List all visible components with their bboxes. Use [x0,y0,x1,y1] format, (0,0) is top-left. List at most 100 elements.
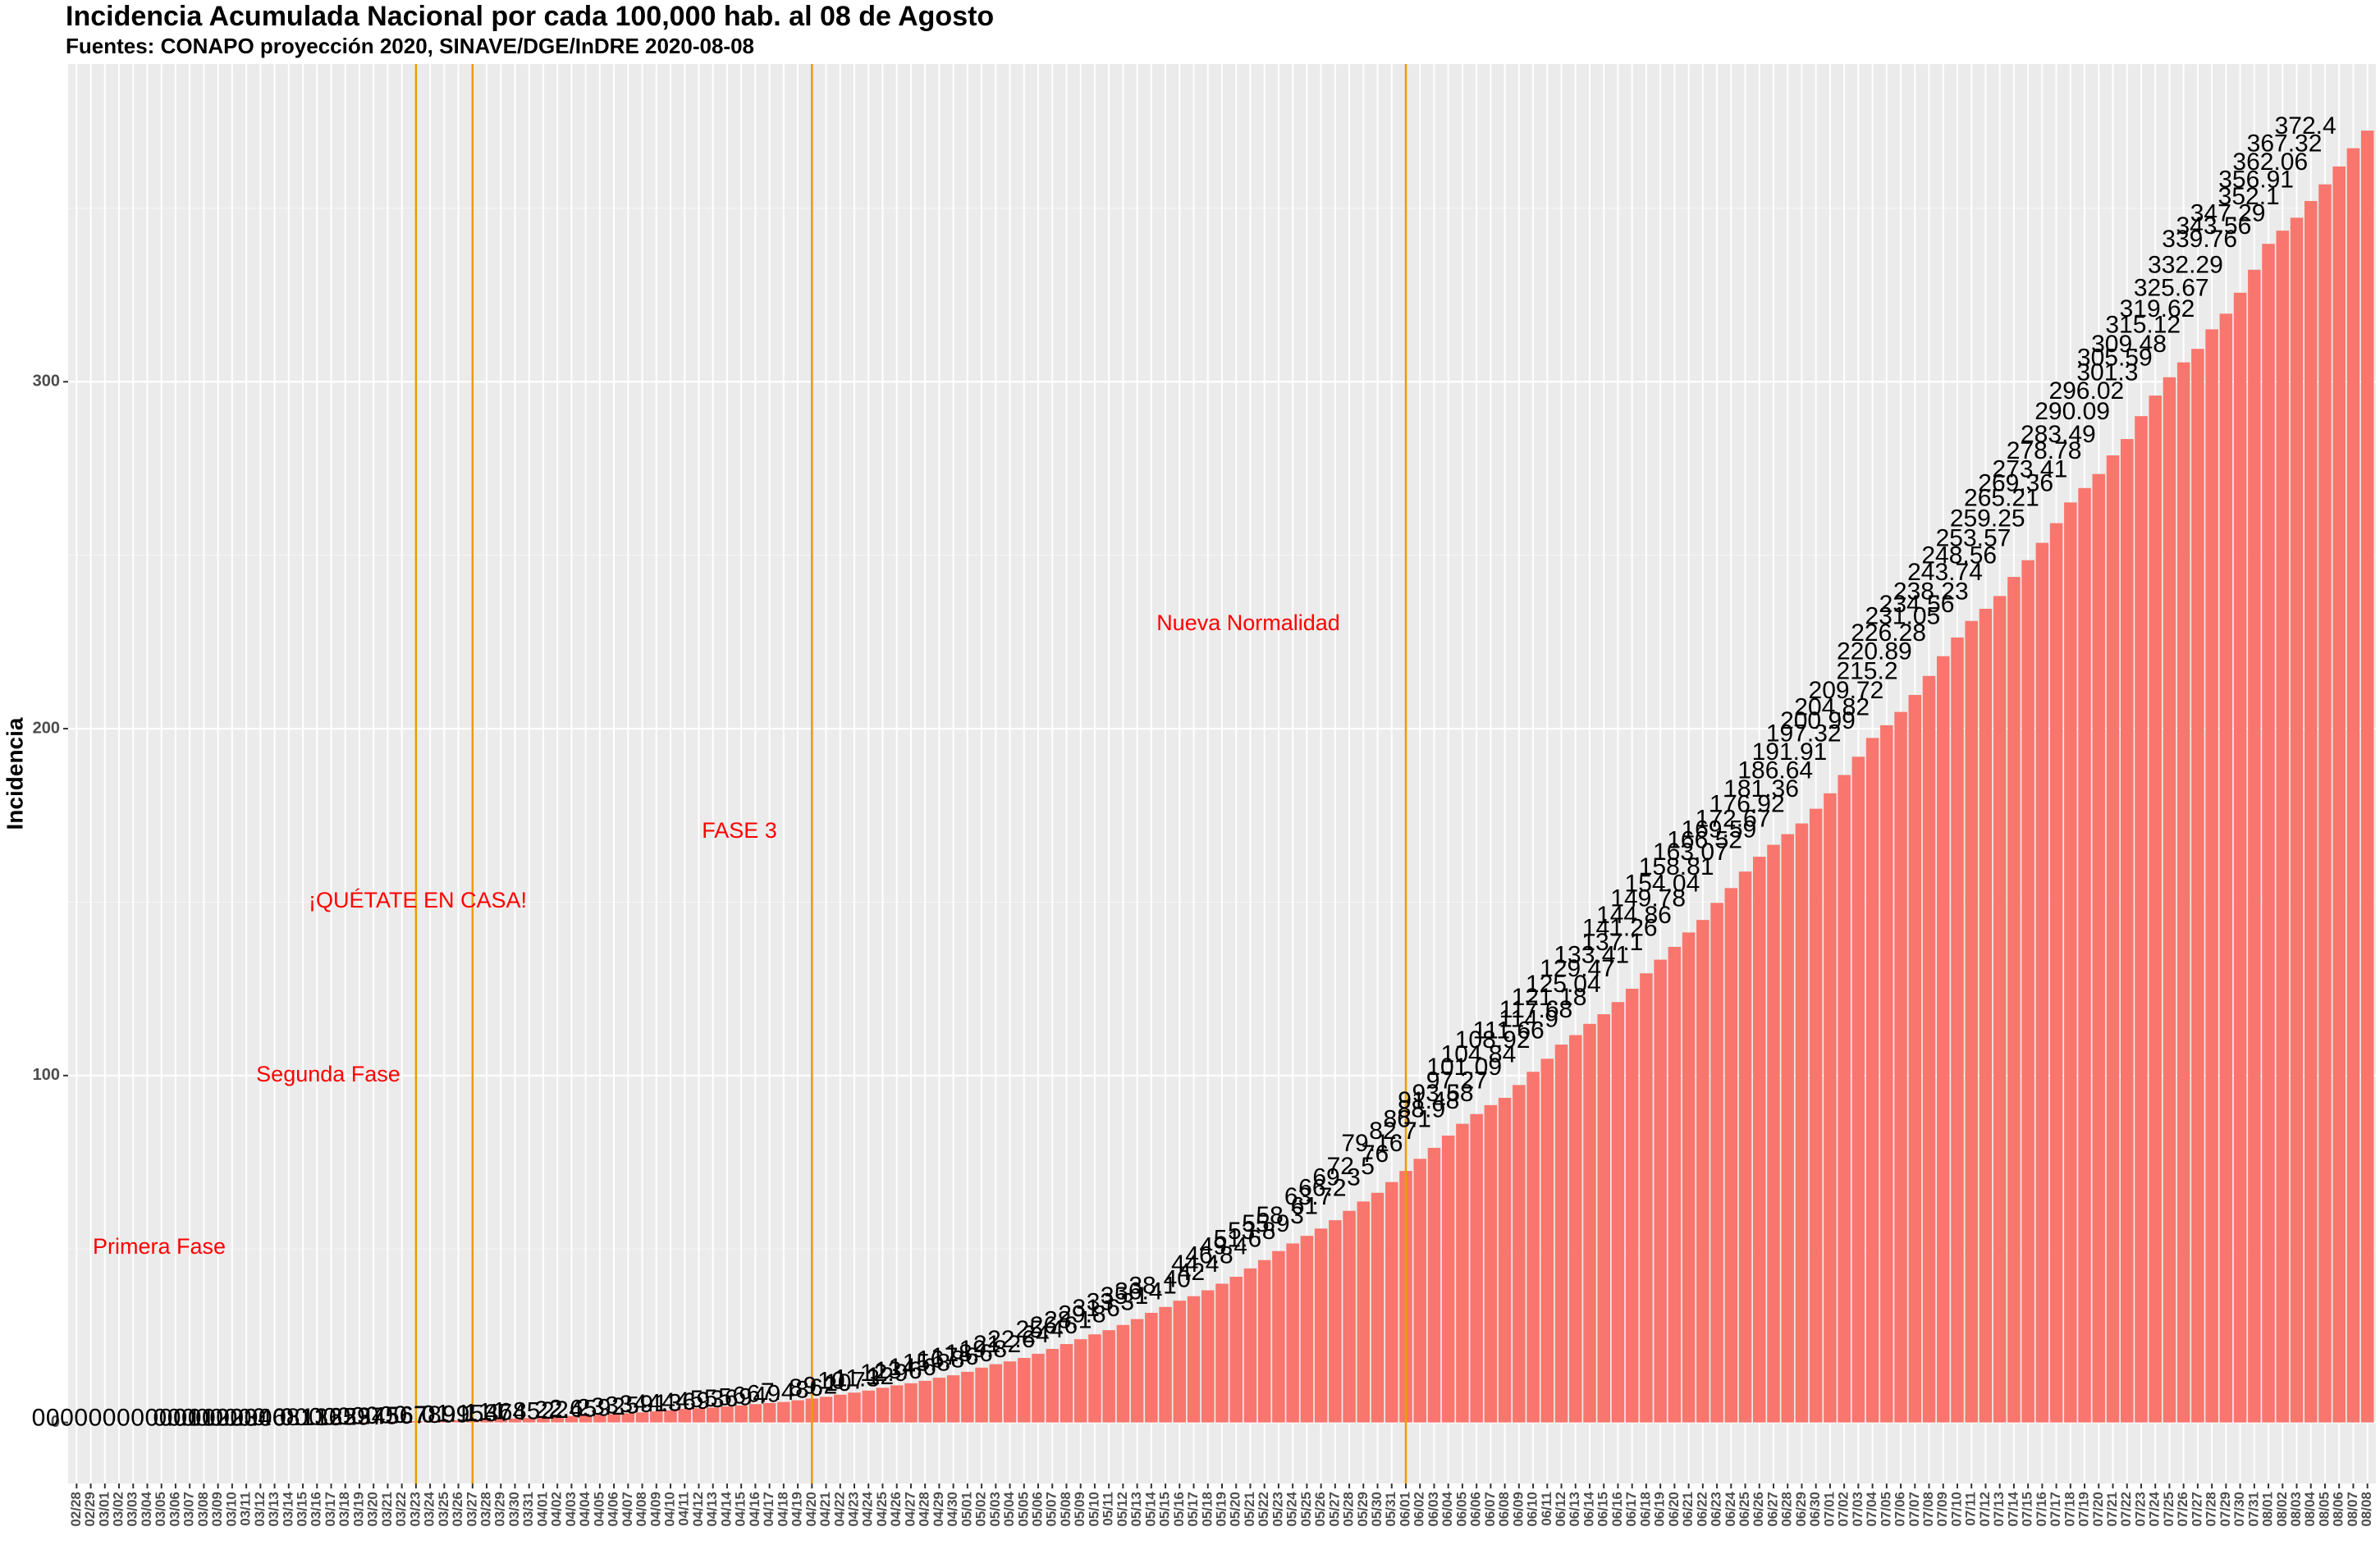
bar [1781,834,1794,1423]
value-label: 28.1 [1044,1307,1092,1334]
value-label: 55.9 [1242,1210,1289,1237]
bar [1753,857,1766,1423]
x-tick-label: 05/27 [1326,1492,1342,1527]
bar [1427,1147,1441,1423]
bar [1922,675,1936,1423]
x-tick-label: 04/29 [931,1492,946,1527]
x-tick-label: 05/02 [973,1492,989,1527]
value-label: 325.67 [2134,275,2209,302]
x-tick-label: 07/10 [1948,1492,1964,1527]
annotation: Primera Fase [93,1234,226,1259]
bar [834,1394,847,1423]
value-label: 86.1 [1384,1106,1431,1133]
value-label: 0 [103,1405,117,1432]
bar [1965,620,1978,1423]
value-label: 0.16 [295,1404,342,1431]
x-tick-label: 06/19 [1652,1492,1668,1527]
bar [1329,1220,1342,1423]
x-tick-label: 03/04 [139,1491,154,1526]
bar [1187,1296,1201,1423]
x-tick-label: 03/25 [436,1492,451,1527]
bar [748,1404,762,1423]
x-tick-label: 05/14 [1142,1491,1158,1526]
x-tick-label: 04/05 [591,1492,606,1527]
bar [1583,1023,1596,1423]
bar [1357,1201,1371,1423]
x-tick-label: 06/12 [1553,1492,1568,1527]
value-label: 176.92 [1709,791,1785,818]
bar [777,1401,790,1423]
bar [1526,1072,1540,1423]
x-tick-label: 06/22 [1694,1492,1709,1527]
bar [2360,130,2374,1423]
value-label: 72.5 [1327,1153,1375,1180]
bar [2318,184,2332,1423]
x-tick-label: 03/27 [464,1492,479,1527]
bar [1809,808,1823,1423]
x-tick-label: 05/07 [1044,1492,1060,1527]
bar [353,1422,366,1423]
value-label: 347.29 [2190,199,2266,226]
bar [2163,377,2176,1423]
bar [862,1390,875,1423]
x-tick-label: 05/25 [1298,1492,1314,1527]
value-label: 265.21 [1964,484,2039,511]
value-label: 0.01 [153,1404,200,1431]
x-tick-label: 05/10 [1086,1492,1101,1527]
value-label: 11.3 [834,1365,880,1392]
x-tick-label: 03/18 [336,1492,352,1527]
value-label: 82.7 [1369,1118,1417,1145]
x-tick-label: 04/21 [817,1492,833,1527]
value-label: 4.3 [648,1389,682,1416]
bar [1951,637,1964,1423]
bar [2049,523,2063,1423]
bar [2262,244,2275,1423]
bar [1484,1104,1498,1423]
value-label: 14.6 [888,1354,936,1381]
bar [819,1397,833,1423]
value-label: 0.06 [238,1404,286,1431]
bar [1371,1192,1385,1423]
x-tick-label: 04/24 [860,1491,876,1526]
bar [395,1421,409,1423]
bar [1597,1014,1610,1423]
bar [848,1392,861,1423]
value-label: 339.76 [2162,226,2237,253]
value-label: 0.1 [280,1404,314,1431]
value-label: 169.59 [1681,816,1756,844]
value-label: 29.8 [1058,1301,1105,1328]
x-tick-label: 03/14 [280,1491,295,1526]
value-label: 108.92 [1455,1026,1531,1054]
bar [1513,1085,1526,1423]
x-tick-label: 02/28 [68,1492,84,1527]
value-label: 76 [1362,1141,1389,1168]
bar [1498,1097,1512,1423]
x-tick-label: 03/30 [506,1492,522,1527]
value-label: 356.91 [2218,167,2294,194]
value-label: 234.56 [1879,591,1955,618]
bar [2092,473,2106,1423]
bar [735,1405,748,1423]
bar [2332,166,2346,1423]
bar [1767,844,1780,1423]
x-tick-label: 05/06 [1029,1492,1045,1527]
x-tick-label: 04/27 [902,1492,918,1527]
bar [1979,608,1993,1423]
value-label: 6.4 [732,1382,767,1409]
bar [1838,775,1851,1423]
value-label: 149.78 [1610,885,1686,912]
value-label: 0.45 [351,1403,399,1430]
x-tick-label: 03/15 [295,1492,310,1527]
x-tick-label: 03/06 [167,1492,182,1527]
value-label: 367.32 [2247,130,2323,158]
bar [721,1406,734,1423]
value-label: 0 [130,1405,144,1432]
value-label: 53.8 [1228,1218,1275,1245]
bar [2219,313,2233,1423]
annotation: Segunda Fase [256,1062,400,1086]
x-tick-label: 06/21 [1680,1492,1696,1527]
x-tick-label: 07/29 [2218,1492,2233,1527]
value-label: 79.16 [1341,1130,1403,1157]
value-label: 25.4 [1016,1316,1064,1343]
x-tick-label: 07/11 [1963,1492,1979,1526]
